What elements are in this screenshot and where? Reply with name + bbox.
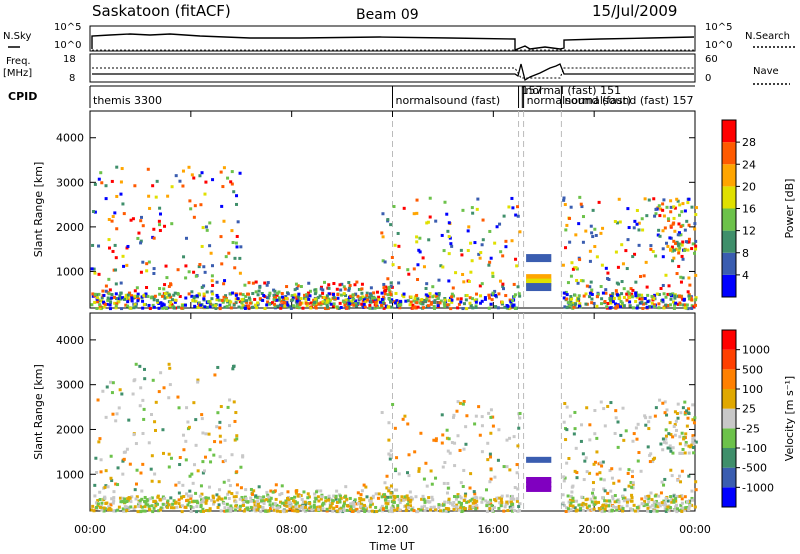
velocity-panel: 1000 2000 3000 4000 Slant Range [km] [32,312,698,514]
colorbar-swatch [722,274,736,297]
colorbar-swatch [722,164,736,187]
beam-title: Beam 09 [356,7,419,23]
power-colorbar: 28 24 20 16 12 8 4 Power [dB] [721,119,796,298]
x-tick-label: 08:00 [276,523,308,536]
cpid-label: CPID [8,90,37,103]
cpid-mode-label: normalsound (fast) [527,94,632,107]
cpid-mode-label: themis 3300 [93,94,162,107]
colorbar-tick-label: -500 [742,462,767,475]
y-axis-label: Slant Range [km] [32,364,45,460]
y-axis-label: Slant Range [km] [32,162,45,258]
nave-label: Nave [753,66,779,77]
cpid-mode-label: normalsound (fast) 157 [564,94,693,107]
echo-cells [90,362,698,514]
colorbar-swatch [722,487,736,507]
station-title: Saskatoon (fitACF) [92,2,231,20]
colorbar-label: Power [dB] [783,179,796,239]
x-tick-label: 20:00 [578,523,610,536]
nsearch-tick-bottom: 10^0 [705,40,732,51]
nsky-panel: N.Sky 10^5 10^0 10^5 10^0 N.Search [3,22,796,52]
y-tick-label: 3000 [56,176,84,189]
colorbar-tick-label: -100 [742,442,767,455]
colorbar-tick-label: 25 [742,403,756,416]
colorbar-swatch [722,120,736,143]
cpid-mode-label: normal (fast) 151 [525,84,621,97]
nave-trace [92,67,694,79]
colorbar-tick-label: 12 [742,225,756,238]
colorbar-tick-label: 28 [742,136,756,149]
nsearch-tick-top: 10^5 [705,22,732,33]
colorbar-label: Velocity [m s⁻¹] [783,376,796,461]
y-tick-label: 3000 [56,379,84,392]
colorbar-tick-label: 100 [742,383,763,396]
y-tick-label: 2000 [56,221,84,234]
colorbar-swatch [722,467,736,488]
nsky-tick-top: 10^5 [54,22,81,33]
y-tick-label: 2000 [56,423,84,436]
date-title: 15/Jul/2009 [592,2,677,20]
colorbar-tick-label: 16 [742,203,756,216]
nave-tick-top: 60 [705,54,718,65]
cpid-row: CPID themis 3300 normalsound (fast)157nor… [8,84,695,108]
velocity-colorbar: 1000 500 100 25 -25 -100 -500 -1000 Velocity [m … [721,329,796,508]
x-tick-label: 04:00 [175,523,207,536]
freq-tick-bottom: 8 [69,73,75,84]
y-tick-label: 4000 [56,334,84,347]
colorbar-swatch [722,330,736,350]
nsky-trace [91,33,695,52]
y-tick-label: 1000 [56,265,84,278]
freq-trace [92,63,694,82]
colorbar-tick-label: 20 [742,180,756,193]
colorbar-tick-label: 500 [742,363,763,376]
colorbar-swatch [722,230,736,253]
colorbar-swatch [722,349,736,370]
colorbar-swatch [722,389,736,409]
colorbar-tick-label: 4 [742,269,749,282]
colorbar-tick-label: 8 [742,247,749,260]
x-tick-label: 00:00 [74,523,106,536]
power-panel: 1000 2000 3000 4000 Slant Range [km] [32,110,698,311]
echo-cells [90,165,698,311]
freq-tick-top: 18 [63,54,76,65]
nave-tick-bottom: 0 [705,73,711,84]
x-tick-label: 12:00 [377,523,409,536]
colorbar-swatch [722,408,736,429]
freq-unit: [MHz] [3,68,32,79]
colorbar-swatch [722,369,736,389]
y-tick-label: 4000 [56,132,84,145]
nsky-tick-bottom: 10^0 [54,40,81,51]
x-tick-label: 16:00 [477,523,509,536]
colorbar-tick-label: 1000 [742,344,770,357]
cpid-mode-label: normalsound (fast) [396,94,501,107]
colorbar-swatch [722,448,736,468]
x-tick-label: 00:00 [679,523,711,536]
colorbar-swatch [722,252,736,275]
freq-panel: Freq. [MHz] 18 8 60 0 Nave [3,53,790,85]
colorbar-swatch [722,186,736,209]
colorbar-swatch [722,428,736,448]
colorbar-tick-label: 24 [742,158,756,171]
colorbar-swatch [722,208,736,231]
freq-label: Freq. [6,56,31,67]
nsearch-label: N.Search [745,31,790,42]
cpid-mode-label: 157 [522,84,543,97]
colorbar-swatch [722,142,736,165]
y-tick-label: 1000 [56,468,84,481]
colorbar-tick-label: -1000 [742,481,774,494]
nsky-label: N.Sky [3,31,31,42]
x-axis: 00:00 04:00 08:00 12:00 16:00 20:00 00:00 [74,523,711,536]
colorbar-tick-label: -25 [742,422,760,435]
x-axis-label: Time UT [368,540,414,553]
